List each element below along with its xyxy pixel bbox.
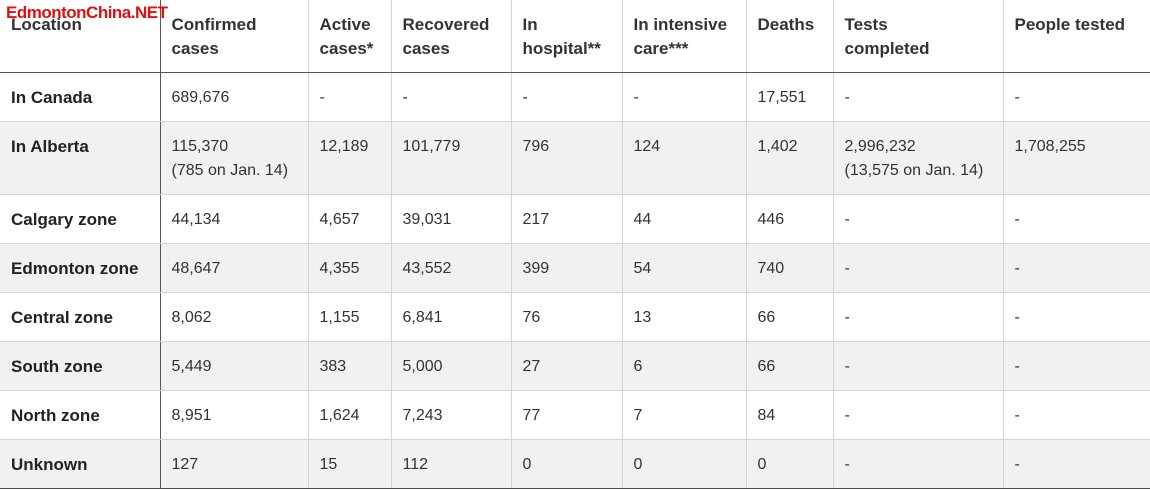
table-cell: 48,647 (160, 243, 309, 293)
table-cell: - (1003, 341, 1150, 391)
table-cell: 15 (308, 439, 392, 489)
table-cell: 383 (308, 341, 392, 391)
table-cell: 0 (622, 439, 747, 489)
table-body: In Canada 689,676- - - -17,551- - In Alberta 11… (0, 72, 1150, 489)
table-cell: 0 (746, 439, 834, 489)
table-cell: 124 (622, 121, 747, 195)
table-cell: - (1003, 292, 1150, 342)
row-label: In Canada (0, 72, 161, 122)
table-cell: 1,708,255 (1003, 121, 1150, 195)
table-cell: - (1003, 439, 1150, 489)
table-cell: 84 (746, 390, 834, 440)
table-cell: 54 (622, 243, 747, 293)
table-cell: - (833, 341, 1004, 391)
table-cell: 13 (622, 292, 747, 342)
table-cell: 5,000 (391, 341, 512, 391)
table-cell: 446 (746, 194, 834, 244)
row-label: Unknown (0, 439, 161, 489)
column-header: Tests completed (833, 0, 1004, 73)
table-cell: 39,031 (391, 194, 512, 244)
table-cell: 112 (391, 439, 512, 489)
table-cell: 44 (622, 194, 747, 244)
column-header: Active cases* (308, 0, 392, 73)
row-label: In Alberta (0, 121, 161, 195)
row-label: South zone (0, 341, 161, 391)
table-cell: - (833, 390, 1004, 440)
table-cell: 1,624 (308, 390, 392, 440)
column-header: Recovered cases (391, 0, 512, 73)
table-cell: 7,243 (391, 390, 512, 440)
table-cell: 101,779 (391, 121, 512, 195)
column-header: In intensive care*** (622, 0, 747, 73)
table-cell: 127 (160, 439, 309, 489)
row-label: North zone (0, 390, 161, 440)
table-cell: - (308, 72, 392, 122)
table-cell: 1,402 (746, 121, 834, 195)
table-cell: 2,996,232 (13,575 on Jan. 14) (833, 121, 1004, 195)
table-cell: - (833, 194, 1004, 244)
table-cell: 66 (746, 341, 834, 391)
table-row: In Alberta 115,370 (785 on Jan. 14) 12,189… (0, 121, 1150, 195)
table-cell: 796 (511, 121, 623, 195)
column-header: People tested (1003, 0, 1150, 73)
column-header: Location (0, 0, 161, 73)
table-row: Calgary zone 44,134 4,657 39,031 217 44 446- - (0, 194, 1150, 244)
table-cell: 8,062 (160, 292, 309, 342)
table-cell: 740 (746, 243, 834, 293)
table-row: Unknown 127 15 112 0 0 0- - (0, 439, 1150, 489)
table-row: North zone 8,951 1,624 7,243 77 7 84- - (0, 390, 1150, 440)
table-cell: 27 (511, 341, 623, 391)
table-cell: - (833, 439, 1004, 489)
table-cell: - (511, 72, 623, 122)
row-label: Central zone (0, 292, 161, 342)
table-cell: - (1003, 243, 1150, 293)
table-row: South zone 5,449 383 5,000 27 6 66- - (0, 341, 1150, 391)
table-cell: - (622, 72, 747, 122)
header-row: Location Confirmed cases Active cases* Reco… (0, 0, 1150, 73)
table-cell: 44,134 (160, 194, 309, 244)
row-label: Edmonton zone (0, 243, 161, 293)
table-cell: 4,657 (308, 194, 392, 244)
table-cell: 6,841 (391, 292, 512, 342)
table-cell: 8,951 (160, 390, 309, 440)
table-row: Central zone 8,062 1,155 6,841 76 13 66- - (0, 292, 1150, 342)
column-header: In hospital** (511, 0, 623, 73)
table-cell: 77 (511, 390, 623, 440)
row-label: Calgary zone (0, 194, 161, 244)
watermark: EdmontonChina.NET (6, 3, 168, 22)
table-cell: - (1003, 72, 1150, 122)
table-cell: 5,449 (160, 341, 309, 391)
table-cell: 43,552 (391, 243, 512, 293)
table-cell: 689,676 (160, 72, 309, 122)
table-cell: 4,355 (308, 243, 392, 293)
table-cell: - (833, 72, 1004, 122)
table-cell: 76 (511, 292, 623, 342)
table-cell: - (833, 243, 1004, 293)
table-row: Edmonton zone 48,647 4,355 43,552 399 54 740- - (0, 243, 1150, 293)
table-cell: 0 (511, 439, 623, 489)
table-cell: - (833, 292, 1004, 342)
table-cell: 217 (511, 194, 623, 244)
column-header: Confirmed cases (160, 0, 309, 73)
table-cell: 399 (511, 243, 623, 293)
table-cell: - (1003, 390, 1150, 440)
column-header: Deaths (746, 0, 834, 73)
table-cell: 17,551 (746, 72, 834, 122)
table-cell: 1,155 (308, 292, 392, 342)
table-cell: 66 (746, 292, 834, 342)
table-cell: - (1003, 194, 1150, 244)
table-cell: - (391, 72, 512, 122)
table-row: In Canada 689,676- - - -17,551- - (0, 72, 1150, 122)
table-cell: 12,189 (308, 121, 392, 195)
table-cell: 115,370 (785 on Jan. 14) (160, 121, 309, 195)
table-cell: 7 (622, 390, 747, 440)
table-cell: 6 (622, 341, 747, 391)
